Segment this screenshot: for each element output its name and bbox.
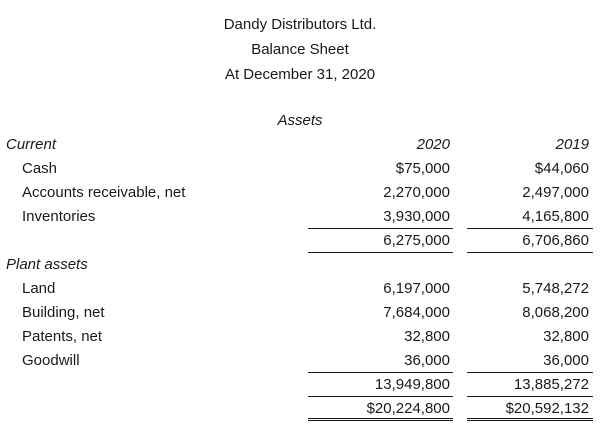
amount-2020-empty [308, 253, 453, 277]
row-label-empty [0, 373, 308, 397]
amount-2020: 7,684,000 [383, 304, 450, 321]
statement-date: At December 31, 2020 [224, 66, 376, 83]
table-header-row: Current 2020 2019 [0, 133, 600, 157]
amount-2020: 36,000 [308, 349, 453, 373]
balance-sheet-table: Current 2020 2019 Cash $75,000 $44,060 A… [0, 133, 600, 421]
company-name: Dandy Distributors Ltd. [223, 16, 377, 33]
subtotal-2019: 6,706,860 [467, 229, 593, 253]
row-label: Land [22, 280, 56, 297]
amount-2020: 32,800 [404, 328, 450, 345]
amount-2019: $44,060 [534, 160, 589, 177]
subtotal-2020: 13,949,800 [308, 373, 453, 397]
amount-2019: 5,748,272 [522, 280, 589, 297]
assets-section-heading: Assets [277, 112, 323, 129]
table-row-inventories: Inventories 3,930,000 4,165,800 [0, 205, 600, 229]
amount-2020: 2,270,000 [383, 184, 450, 201]
table-row-building: Building, net 7,684,000 8,068,200 [0, 301, 600, 325]
amount-2020: $75,000 [395, 160, 450, 177]
row-label: Cash [22, 160, 58, 177]
column-header-2020: 2020 [416, 136, 450, 153]
table-row-goodwill: Goodwill 36,000 36,000 [0, 349, 600, 373]
row-label-empty [0, 397, 308, 421]
table-row-patents: Patents, net 32,800 32,800 [0, 325, 600, 349]
table-row-cash: Cash $75,000 $44,060 [0, 157, 600, 181]
amount-2020: 3,930,000 [308, 205, 453, 229]
amount-2019: 2,497,000 [522, 184, 589, 201]
amount-2019: 36,000 [467, 349, 593, 373]
amount-2019-empty [467, 253, 593, 277]
table-row-plant-subtotal: 13,949,800 13,885,272 [0, 373, 600, 397]
amount-2019: 32,800 [543, 328, 589, 345]
amount-2019: 8,068,200 [522, 304, 589, 321]
row-label: Goodwill [22, 352, 80, 369]
amount-2020: 6,197,000 [383, 280, 450, 297]
row-label: Building, net [22, 304, 105, 321]
section-label-current: Current [6, 136, 57, 153]
table-row-total-assets: $20,224,800 $20,592,132 [0, 397, 600, 421]
table-row-land: Land 6,197,000 5,748,272 [0, 277, 600, 301]
statement-title: Balance Sheet [251, 41, 349, 58]
column-header-2019: 2019 [555, 136, 589, 153]
document-header: Dandy Distributors Ltd. Balance Sheet At… [0, 0, 600, 87]
subtotal-2019: 13,885,272 [467, 373, 593, 397]
table-row-current-subtotal: 6,275,000 6,706,860 [0, 229, 600, 253]
section-label-plant-assets: Plant assets [6, 256, 88, 273]
row-label-empty [0, 229, 308, 253]
total-2020: $20,224,800 [308, 397, 453, 421]
table-row-accounts-receivable: Accounts receivable, net 2,270,000 2,497… [0, 181, 600, 205]
subtotal-2020: 6,275,000 [308, 229, 453, 253]
row-label: Patents, net [22, 328, 103, 345]
table-row-plant-assets-header: Plant assets [0, 253, 600, 277]
row-label: Inventories [22, 208, 96, 225]
row-label: Accounts receivable, net [22, 184, 186, 201]
amount-2019: 4,165,800 [467, 205, 593, 229]
total-2019: $20,592,132 [467, 397, 593, 421]
